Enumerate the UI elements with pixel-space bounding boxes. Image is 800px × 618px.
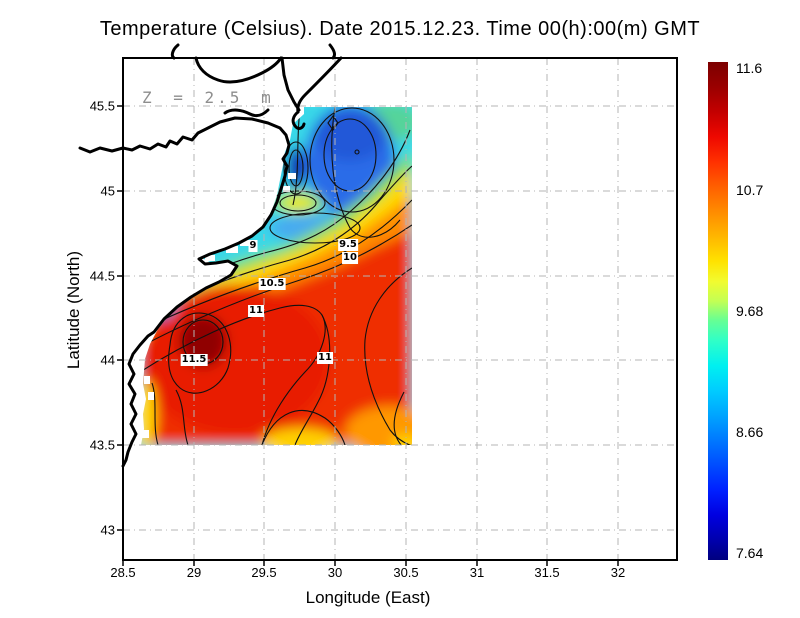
x-tick-label: 29 [186,565,202,580]
x-tick-label: 32 [610,565,626,580]
colorbar-label: 11.6 [736,60,763,76]
contour-lines [140,107,412,445]
y-tick-label: 44.5 [89,268,115,284]
contour-label: 10.5 [258,278,286,290]
x-tick-label: 30 [327,565,343,580]
x-tick-label: 29.5 [251,565,277,580]
y-tick-label: 43 [100,522,115,538]
gridlines [123,58,677,560]
x-tick-label: 31 [469,565,485,580]
contour-label: 11 [317,352,333,364]
y-axis-title: Latitude (North) [64,250,83,370]
x-axis-title: Longitude (East) [305,588,431,607]
contour-label: 11.5 [180,354,208,366]
colorbar-label: 9.68 [736,303,764,319]
x-tick-label: 31.5 [534,565,560,580]
contour-label: 11 [248,305,264,317]
y-tick-label: 43.5 [89,437,115,453]
plot-title: Temperature (Celsius). Date 2015.12.23. … [99,18,701,40]
plot-border [122,57,678,561]
colorbar-label: 8.66 [736,424,764,440]
x-tick-label: 30.5 [393,565,419,580]
y-tick-label: 44 [100,352,115,368]
masked-cells [142,173,296,438]
colorbar-label: 7.64 [736,545,764,561]
contour-label: 10 [342,252,358,264]
contour-label: 9 [248,240,258,252]
y-tick-label: 45 [100,183,115,199]
depth-annotation: Z = 2.5 m [142,88,274,107]
axis-ticks [117,105,619,566]
colorbar-label: 10.7 [736,182,764,198]
contour-label: 9.5 [338,239,358,251]
x-tick-label: 28.5 [110,565,136,580]
y-tick-label: 45.5 [89,98,115,114]
colorbar-gradient [708,62,728,560]
